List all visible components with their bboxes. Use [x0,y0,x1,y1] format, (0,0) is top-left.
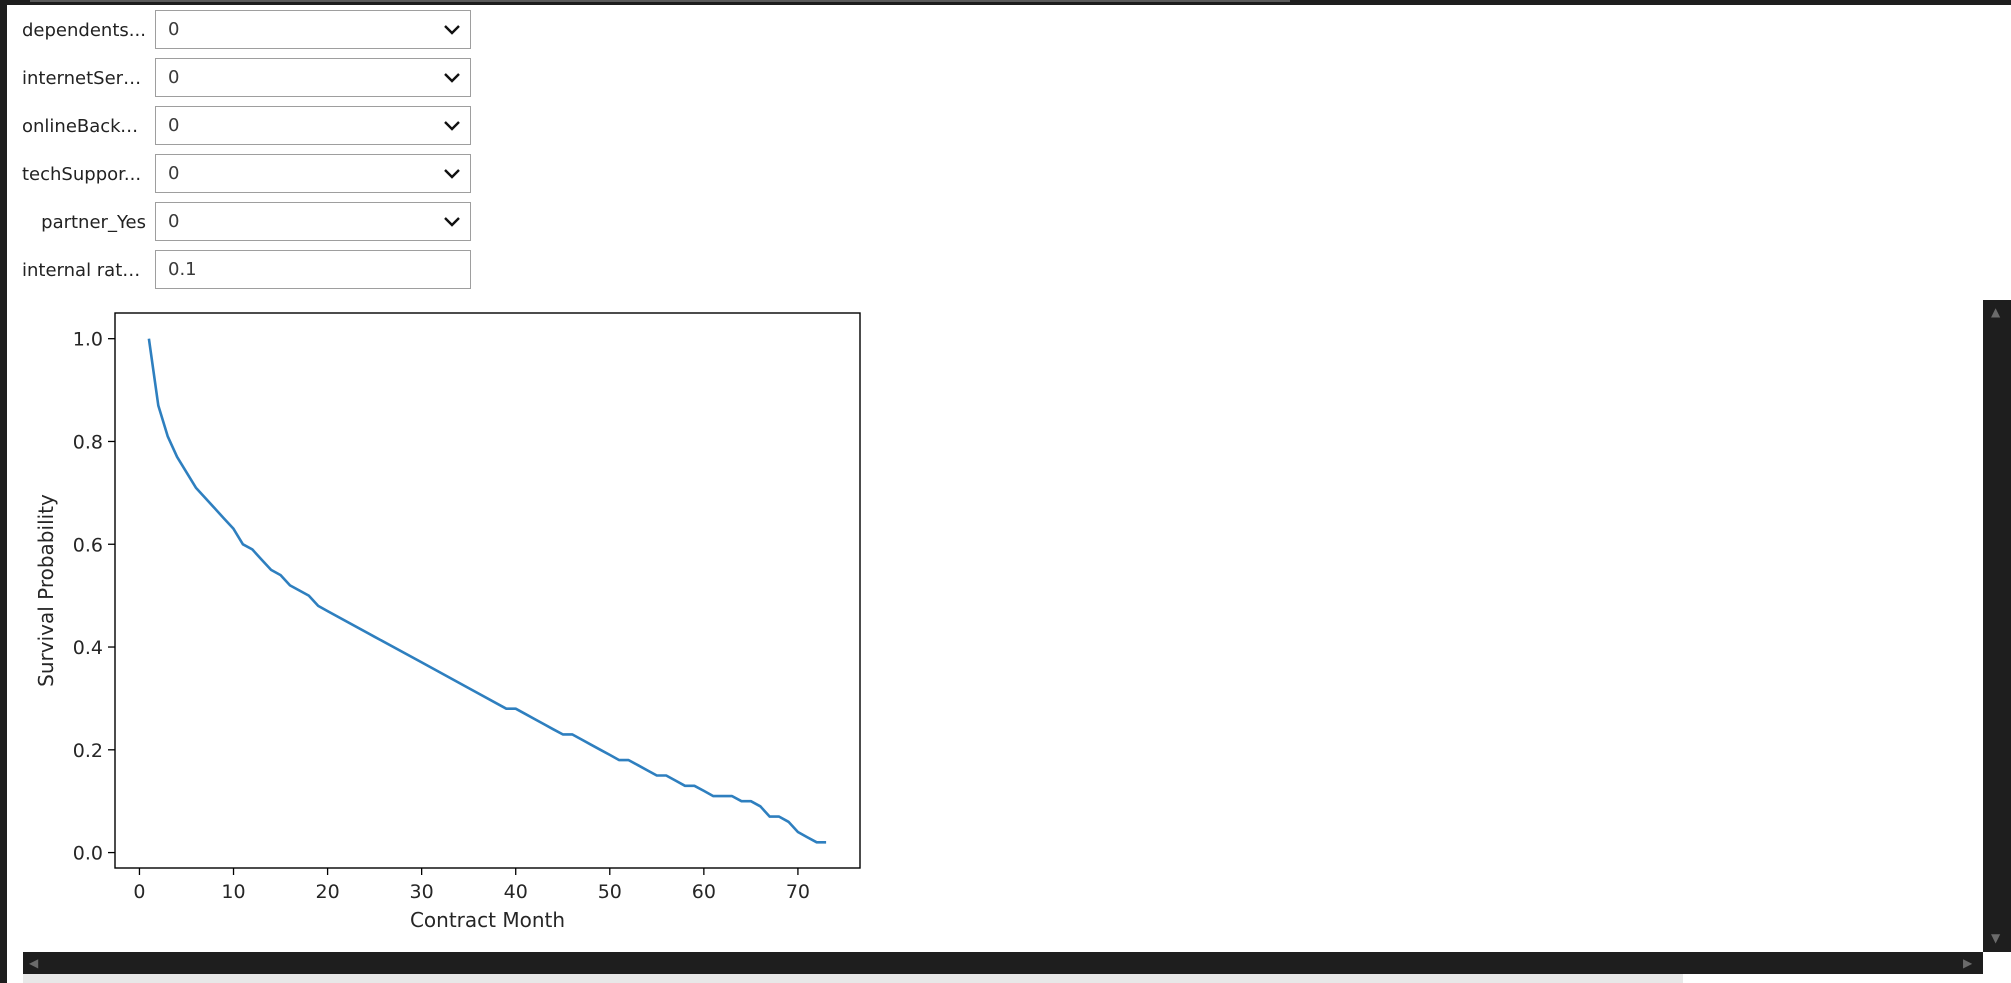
window-left-border [0,0,7,983]
x-tick-label: 30 [410,881,434,903]
scroll-down-arrow-icon[interactable]: ▼ [1991,931,2001,945]
chevron-down-icon [444,217,460,227]
y-tick-label: 0.4 [73,637,103,659]
x-tick-label: 40 [504,881,528,903]
dependents-label: dependents... [22,20,146,41]
y-tick-label: 0.2 [73,740,103,762]
partner-yes-value: 0 [168,211,180,232]
partner-yes-dropdown[interactable]: 0 [155,202,471,241]
tech-support-dropdown[interactable]: 0 [155,154,471,193]
online-backup-dropdown[interactable]: 0 [155,106,471,145]
x-tick-label: 0 [133,881,145,903]
internal-rate-value: 0.1 [168,259,197,280]
tech-support-value: 0 [168,163,180,184]
y-tick-label: 1.0 [73,329,103,351]
horizontal-scroll-track [23,974,1683,983]
online-backup-label: onlineBacku... [22,116,146,137]
internet-service-dropdown[interactable]: 0 [155,58,471,97]
scroll-up-arrow-icon[interactable]: ▲ [1991,305,2001,319]
internal-rate-input[interactable]: 0.1 [155,250,471,289]
scroll-right-arrow-icon[interactable]: ▶ [1963,956,1973,970]
y-tick-label: 0.0 [73,843,103,865]
horizontal-scrollbar[interactable]: ◀ ▶ [23,952,1983,974]
scroll-left-arrow-icon[interactable]: ◀ [29,956,39,970]
partner-yes-label: partner_Yes [41,212,146,233]
internal-rate-label: internal rate... [22,260,146,281]
x-tick-label: 70 [786,881,810,903]
dependents-dropdown[interactable]: 0 [155,10,471,49]
window-top-highlight [30,0,1290,2]
chevron-down-icon [444,25,460,35]
y-tick-label: 0.8 [73,431,103,453]
survival-chart: 0.0 0.2 0.4 0.6 0.8 1.0 0 10 20 30 40 50 60 70 Contr… [34,312,861,932]
x-ticks: 0 10 20 30 40 50 60 70 [133,868,810,903]
x-axis-label: Contract Month [410,908,565,932]
x-tick-label: 10 [221,881,245,903]
dependents-value: 0 [168,19,180,40]
x-tick-label: 50 [598,881,622,903]
y-ticks: 0.0 0.2 0.4 0.6 0.8 1.0 [73,329,115,865]
tech-support-label: techSuppor... [22,164,142,185]
plot-frame [114,312,861,869]
internet-service-value: 0 [168,67,180,88]
x-tick-label: 20 [315,881,339,903]
online-backup-value: 0 [168,115,180,136]
x-tick-label: 60 [692,881,716,903]
y-axis-label: Survival Probability [34,494,58,687]
chevron-down-icon [444,73,460,83]
chevron-down-icon [444,169,460,179]
window-top-border [0,0,2011,5]
vertical-scrollbar[interactable]: ▲ ▼ [1983,300,2011,952]
chevron-down-icon [444,121,460,131]
survival-curve-line [147,338,827,844]
y-tick-label: 0.6 [73,534,103,556]
internet-service-label: internetServ... [22,68,146,89]
